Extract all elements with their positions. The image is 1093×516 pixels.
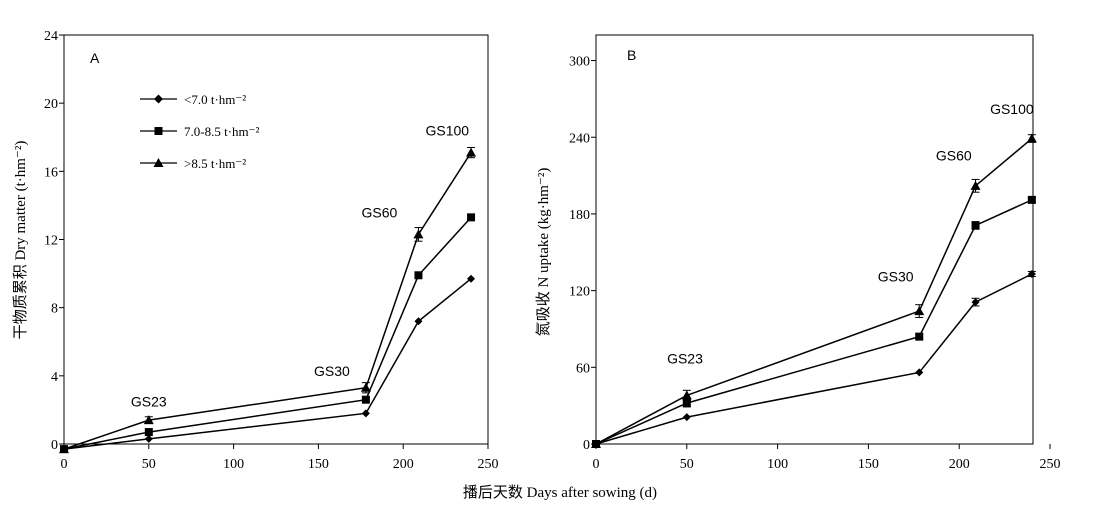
data-point-diamond (361, 409, 370, 418)
panel-b-frame (595, 34, 1034, 445)
x-tick-label: 250 (1040, 457, 1061, 472)
stage-annotation: GS23 (667, 350, 703, 366)
data-point-triangle (591, 439, 601, 448)
series-line-1 (595, 273, 1033, 445)
data-point-square (414, 271, 423, 280)
legend-label-3: >8.5 t·hm⁻² (184, 156, 246, 171)
legend-item-2: 7.0-8.5 t·hm⁻² (140, 124, 259, 139)
x-tick-label: 150 (308, 457, 329, 472)
legend-label-1: <7.0 t·hm⁻² (184, 92, 246, 107)
y-tick-label: 120 (569, 285, 590, 300)
x-tick-label: 50 (680, 457, 694, 472)
panel-a-frame (63, 34, 489, 445)
y-tick-label: 60 (576, 361, 590, 376)
stage-annotation: GS23 (131, 394, 167, 410)
data-point-diamond (682, 413, 691, 422)
y-tick-label: 300 (569, 55, 590, 70)
stage-annotation: GS60 (362, 204, 398, 220)
panel-a: A <7.0 t·hm⁻² 7.0-8.5 t·hm⁻² >8.5 t·hm⁻²… (12, 29, 499, 472)
stage-annotation: GS60 (936, 147, 972, 163)
y-tick-label: 0 (51, 438, 58, 453)
legend-item-3: >8.5 t·hm⁻² (140, 156, 246, 171)
x-tick-label: 250 (478, 457, 499, 472)
shared-xlabel: 播后天数 Days after sowing (d) (463, 484, 657, 501)
x-tick-label: 200 (949, 457, 970, 472)
data-point-triangle (466, 147, 477, 157)
panel-b-plot: 0 50 100 150 200 250 0 60 120 180 240 300 GS23 GS30 GS… (569, 55, 1061, 472)
data-point-triangle (970, 180, 981, 190)
panel-b-ylabel: 氮吸收 N uptake (kg·hm⁻²) (535, 168, 552, 337)
legend-triangle-marker (153, 158, 164, 167)
data-point-square (467, 213, 476, 222)
x-tick-label: 0 (593, 457, 600, 472)
data-point-square (1027, 195, 1036, 204)
panel-a-plot: 0 50 100 150 200 250 0 4 8 12 16 20 24 GS23 GS30 GS60 GS… (44, 29, 499, 472)
panel-b-letter: B (627, 47, 636, 63)
legend-label-2: 7.0-8.5 t·hm⁻² (184, 124, 259, 139)
stage-annotation: GS30 (314, 363, 350, 379)
legend-item-1: <7.0 t·hm⁻² (140, 92, 246, 107)
panel-a-ylabel: 干物质累积 Dry matter (t·hm⁻²) (12, 141, 29, 340)
data-point-square (971, 221, 980, 230)
data-point-triangle (914, 306, 925, 316)
data-point-diamond (467, 274, 476, 283)
x-tick-label: 200 (393, 457, 414, 472)
y-tick-label: 12 (44, 234, 58, 249)
y-tick-label: 8 (51, 302, 58, 317)
y-tick-label: 240 (569, 131, 590, 146)
legend-square-marker (154, 127, 163, 135)
series-line-1 (63, 278, 472, 450)
data-point-diamond (144, 434, 153, 443)
series-line-2 (595, 199, 1033, 445)
data-point-triangle (1026, 133, 1037, 143)
stage-annotation: GS100 (990, 101, 1034, 117)
y-tick-label: 180 (569, 208, 590, 223)
x-tick-label: 100 (223, 457, 244, 472)
x-tick-label: 50 (142, 457, 156, 472)
data-point-diamond (971, 298, 980, 307)
x-tick-label: 0 (61, 457, 68, 472)
legend: <7.0 t·hm⁻² 7.0-8.5 t·hm⁻² >8.5 t·hm⁻² (140, 92, 259, 171)
data-point-triangle (360, 382, 371, 392)
series-line-2 (63, 216, 472, 450)
data-point-square (682, 399, 691, 408)
data-point-diamond (414, 317, 423, 326)
y-tick-label: 16 (44, 165, 58, 180)
data-point-triangle (681, 390, 692, 400)
data-point-triangle (413, 229, 424, 239)
data-point-triangle (59, 444, 69, 454)
data-point-square (144, 428, 153, 437)
panel-b: B 氮吸收 N uptake (kg·hm⁻²) 0 50 100 150 200 250… (535, 34, 1061, 472)
y-tick-label: 4 (51, 370, 58, 385)
data-point-triangle (143, 415, 154, 425)
stage-annotation: GS30 (878, 269, 914, 285)
y-tick-label: 0 (583, 438, 590, 453)
data-point-square (361, 395, 370, 404)
data-point-diamond (1027, 270, 1036, 279)
legend-diamond-marker (154, 94, 163, 104)
series-line-3 (595, 137, 1033, 445)
x-tick-label: 150 (858, 457, 879, 472)
panel-a-letter: A (90, 50, 100, 66)
y-tick-label: 24 (44, 29, 58, 44)
series-line-3 (63, 152, 472, 450)
data-point-diamond (915, 368, 924, 377)
y-tick-label: 20 (44, 97, 58, 112)
x-tick-label: 100 (767, 457, 788, 472)
stage-annotation: GS100 (425, 123, 469, 139)
data-point-square (915, 332, 924, 341)
